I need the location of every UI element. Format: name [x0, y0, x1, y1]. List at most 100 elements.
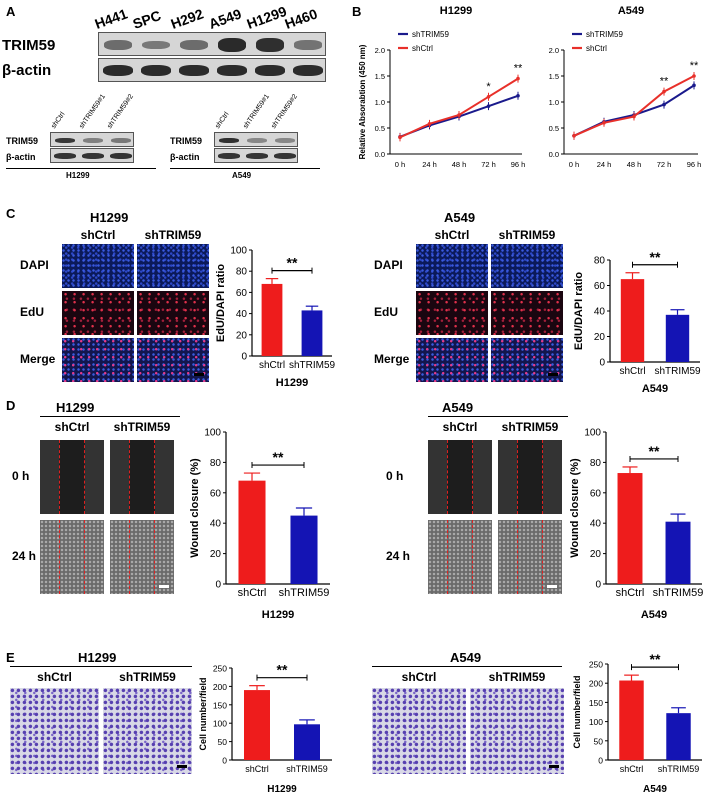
scale-bar: [177, 765, 187, 768]
h1299-blot-lane-labels: shCtrl shTRIM59#1 shTRIM59#2: [50, 92, 152, 132]
h1299-image-dapi-shctrl: [62, 244, 134, 288]
data-point-shtrim59: [486, 104, 491, 108]
bar-shtrim59: [666, 713, 691, 760]
h1299-row-label-24-h: 24 h: [12, 549, 37, 563]
y-tick-label: 0: [222, 756, 227, 766]
significance-marker: **: [650, 654, 661, 667]
h1299-image-transwell-shtrim59: [103, 688, 192, 774]
scale-bar: [194, 373, 204, 376]
wound-edge-left: [129, 440, 131, 514]
legend-label-shtrim59: shTRIM59: [586, 30, 623, 39]
trim59-band-h460: [294, 40, 322, 50]
significance-marker: **: [690, 60, 699, 72]
a549-col-label-shctrl: shCtrl: [434, 228, 470, 242]
x-tick-label: 0 h: [569, 160, 579, 169]
x-tick-label: 48 h: [627, 160, 642, 169]
wound-edge-left: [517, 440, 519, 514]
a549-row-label-edu: EdU: [374, 305, 398, 319]
blot-lane-label-shtrim59-2: shTRIM59#2: [106, 93, 135, 130]
data-point-shctrl: [602, 121, 606, 125]
data-point-shctrl: [457, 113, 461, 117]
bar-shctrl: [261, 283, 283, 356]
bar-shtrim59: [665, 521, 691, 584]
a549-group-title: A549: [450, 650, 482, 665]
a549-group-rule: [428, 416, 568, 417]
small-actin-band-1: [246, 153, 268, 159]
scale-bar: [549, 765, 559, 768]
small-trim59-band-1: [247, 138, 267, 143]
y-tick-label: 80: [590, 458, 602, 469]
category-label-shtrim59: shTRIM59: [658, 764, 700, 774]
a549-image-edu-shctrl: [416, 291, 488, 335]
y-tick-label: 40: [236, 309, 248, 320]
a549-image-0-h-shctrl: [428, 440, 492, 514]
small-trim59-band-2: [275, 138, 295, 143]
a549-edu-image-grid: A549 shCtrl shTRIM59 DAPI EdU Merge: [364, 210, 564, 382]
h1299-row-label-edu: EdU: [20, 305, 44, 319]
y-tick-label: 2.0: [549, 46, 559, 55]
h1299-row-label-dapi: DAPI: [20, 258, 49, 272]
bar-chart-ylabel: EdU/DAPI ratio: [215, 264, 227, 343]
y-tick-label: 1.5: [375, 72, 385, 81]
y-tick-label: 20: [594, 332, 606, 343]
bar-shtrim59: [290, 515, 318, 584]
h1299-row-label-0-h: 0 h: [12, 469, 30, 483]
a549-blot-trim59: [214, 132, 298, 147]
h1299-image-0-h-shctrl: [40, 440, 104, 514]
h1299-transwell-image-grid: H1299 shCtrl shTRIM59: [8, 650, 194, 780]
data-point-shtrim59: [516, 93, 520, 98]
y-tick-label: 40: [590, 519, 602, 530]
bar-chart-ylabel: Cell number/field: [572, 675, 582, 748]
y-tick-label: 60: [236, 288, 248, 299]
a549-blot-divider: [170, 168, 320, 169]
data-point-shctrl: [632, 114, 636, 119]
y-tick-label: 80: [210, 458, 222, 469]
bar-chart-xlabel: A549: [643, 784, 667, 794]
cell-line-label-text: SPC: [130, 7, 164, 32]
wound-edge-right: [83, 520, 85, 594]
a549-image-merge-shtrim59: [491, 338, 563, 382]
category-label-shctrl: shCtrl: [238, 587, 267, 599]
data-point-shtrim59: [692, 83, 696, 88]
scale-bar: [547, 585, 557, 588]
wound-edge-right: [153, 440, 155, 514]
bar-chart-ylabel: EdU/DAPI ratio: [573, 272, 585, 351]
h1299-col-label-shctrl: shCtrl: [80, 228, 116, 242]
y-tick-label: 50: [218, 737, 228, 747]
significance-marker: **: [277, 662, 288, 678]
y-tick-label: 150: [589, 698, 603, 708]
wound-edge-right: [471, 520, 473, 594]
y-tick-label: 250: [213, 664, 227, 674]
h1299-image-0-h-shtrim59: [110, 440, 174, 514]
y-tick-label: 1.0: [375, 98, 385, 107]
actin-band-a549: [217, 65, 247, 76]
a549-wound-image-grid: A549 shCtrl shTRIM59 0 h 24 h: [384, 400, 568, 616]
a549-knockdown-blot: shCtrl shTRIM59#1 shTRIM59#2 TRIM59 β-acti…: [170, 92, 320, 182]
actin-band-h441: [103, 65, 133, 76]
cell-line-label-text: H460: [282, 5, 320, 33]
y-tick-label: 20: [210, 549, 222, 560]
h1299-knockdown-blot: shCtrl shTRIM59#1 shTRIM59#2 TRIM59 β-acti…: [6, 92, 156, 182]
h1299-group-title: H1299: [90, 210, 129, 225]
h1299-wound-closure-chart: Wound closure (%) 0 20 40 60 80 100 shCtrl shTRI…: [189, 428, 330, 620]
scale-bar: [548, 373, 558, 376]
y-tick-label: 100: [584, 428, 601, 439]
wound-edge-left: [517, 520, 519, 594]
bar-chart-ylabel: Wound closure (%): [189, 458, 201, 558]
data-point-shctrl: [662, 89, 666, 94]
cell-line-label-text: A549: [206, 5, 244, 33]
cell-line-labels: H441 SPC H292 A549 H1299 H460: [93, 0, 336, 34]
y-tick-label: 0.5: [375, 124, 385, 133]
beta-actin-blot: [98, 58, 326, 82]
y-tick-label: 60: [594, 281, 606, 292]
bar-chart-xlabel: H1299: [262, 609, 294, 620]
h1299-col-label-shctrl: shCtrl: [37, 670, 72, 684]
h1299-image-24-h-shtrim59: [110, 520, 174, 594]
data-point-shctrl: [516, 76, 520, 81]
small-trim59-band-2: [111, 138, 131, 143]
legend-label-shctrl: shCtrl: [412, 44, 433, 53]
panel-a-label: A: [6, 4, 16, 19]
a549-image-edu-shtrim59: [491, 291, 563, 335]
panel-e-label: E: [6, 650, 15, 665]
significance-marker: **: [660, 76, 669, 88]
